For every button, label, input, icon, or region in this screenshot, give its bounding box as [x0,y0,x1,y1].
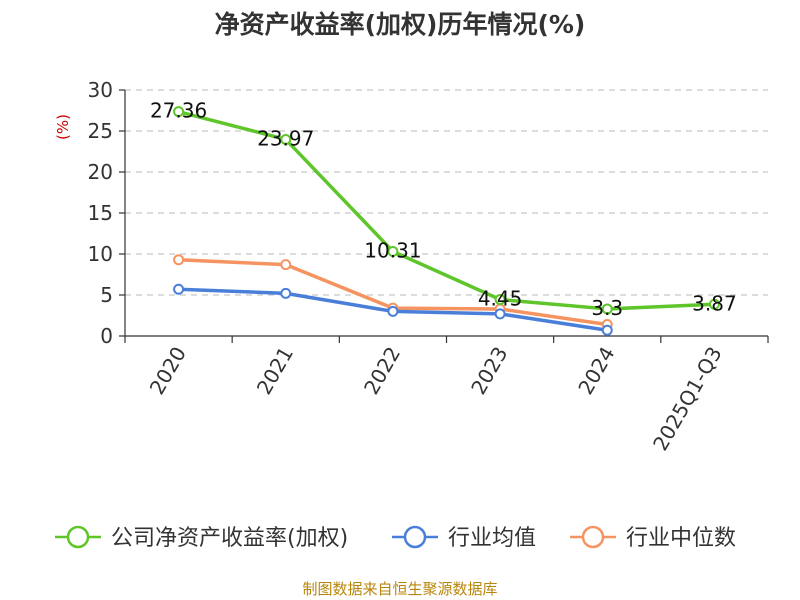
data-label: 3.3 [591,296,623,320]
y-tick-label: 10 [88,242,113,266]
data-point [708,298,720,310]
x-tick-label: 2023 [466,343,512,399]
data-point [173,283,185,295]
x-tick-label: 2022 [359,343,405,399]
source-note: 制图数据来自恒生聚源数据库 [302,580,497,598]
y-tick-label: 20 [88,160,113,184]
x-tick-label: 2021 [252,343,298,399]
series-line-0 [178,109,715,311]
data-point [280,259,292,271]
data-point [387,305,399,317]
data-point [494,308,506,320]
series-group [173,106,720,336]
data-point [280,287,292,299]
legend-swatch-marker [581,525,605,549]
x-tick-label: 2024 [573,343,619,399]
data-label: 3.87 [692,291,737,315]
data-label: 4.45 [478,287,523,311]
data-point [387,245,399,257]
legend-label: 公司净资产收益率(加权) [111,526,348,551]
y-tick-label: 0 [100,324,113,348]
y-tick-label: 15 [88,201,113,225]
y-axis-label: (%) [54,114,72,140]
y-tick-label: 25 [88,119,113,143]
data-point [173,254,185,266]
data-point [601,324,613,336]
data-label: 27.36 [150,99,207,123]
x-tick-label: 2025Q1-Q3 [648,343,727,455]
x-tick-label: 2020 [145,343,191,399]
grid-lines [125,89,768,296]
data-point [494,294,506,306]
legend-label: 行业均值 [448,526,536,551]
data-label: 10.31 [364,238,421,262]
legend-swatch-marker [403,525,427,549]
data-labels: 27.36 23.97 10.31 4.45 3.3 3.87 [150,99,737,320]
data-point [173,106,185,118]
legend-swatch-marker [66,525,90,549]
y-tick-label: 30 [88,78,113,102]
data-label: 23.97 [257,126,314,150]
legend: 公司净资产收益率(加权) 行业均值 行业中位数 [55,525,736,551]
data-point [601,303,613,315]
chart-title: 净资产收益率(加权)历年情况(%) [215,10,586,39]
y-tick-label: 5 [100,283,113,307]
legend-label: 行业中位数 [626,526,736,551]
data-point [280,133,292,145]
